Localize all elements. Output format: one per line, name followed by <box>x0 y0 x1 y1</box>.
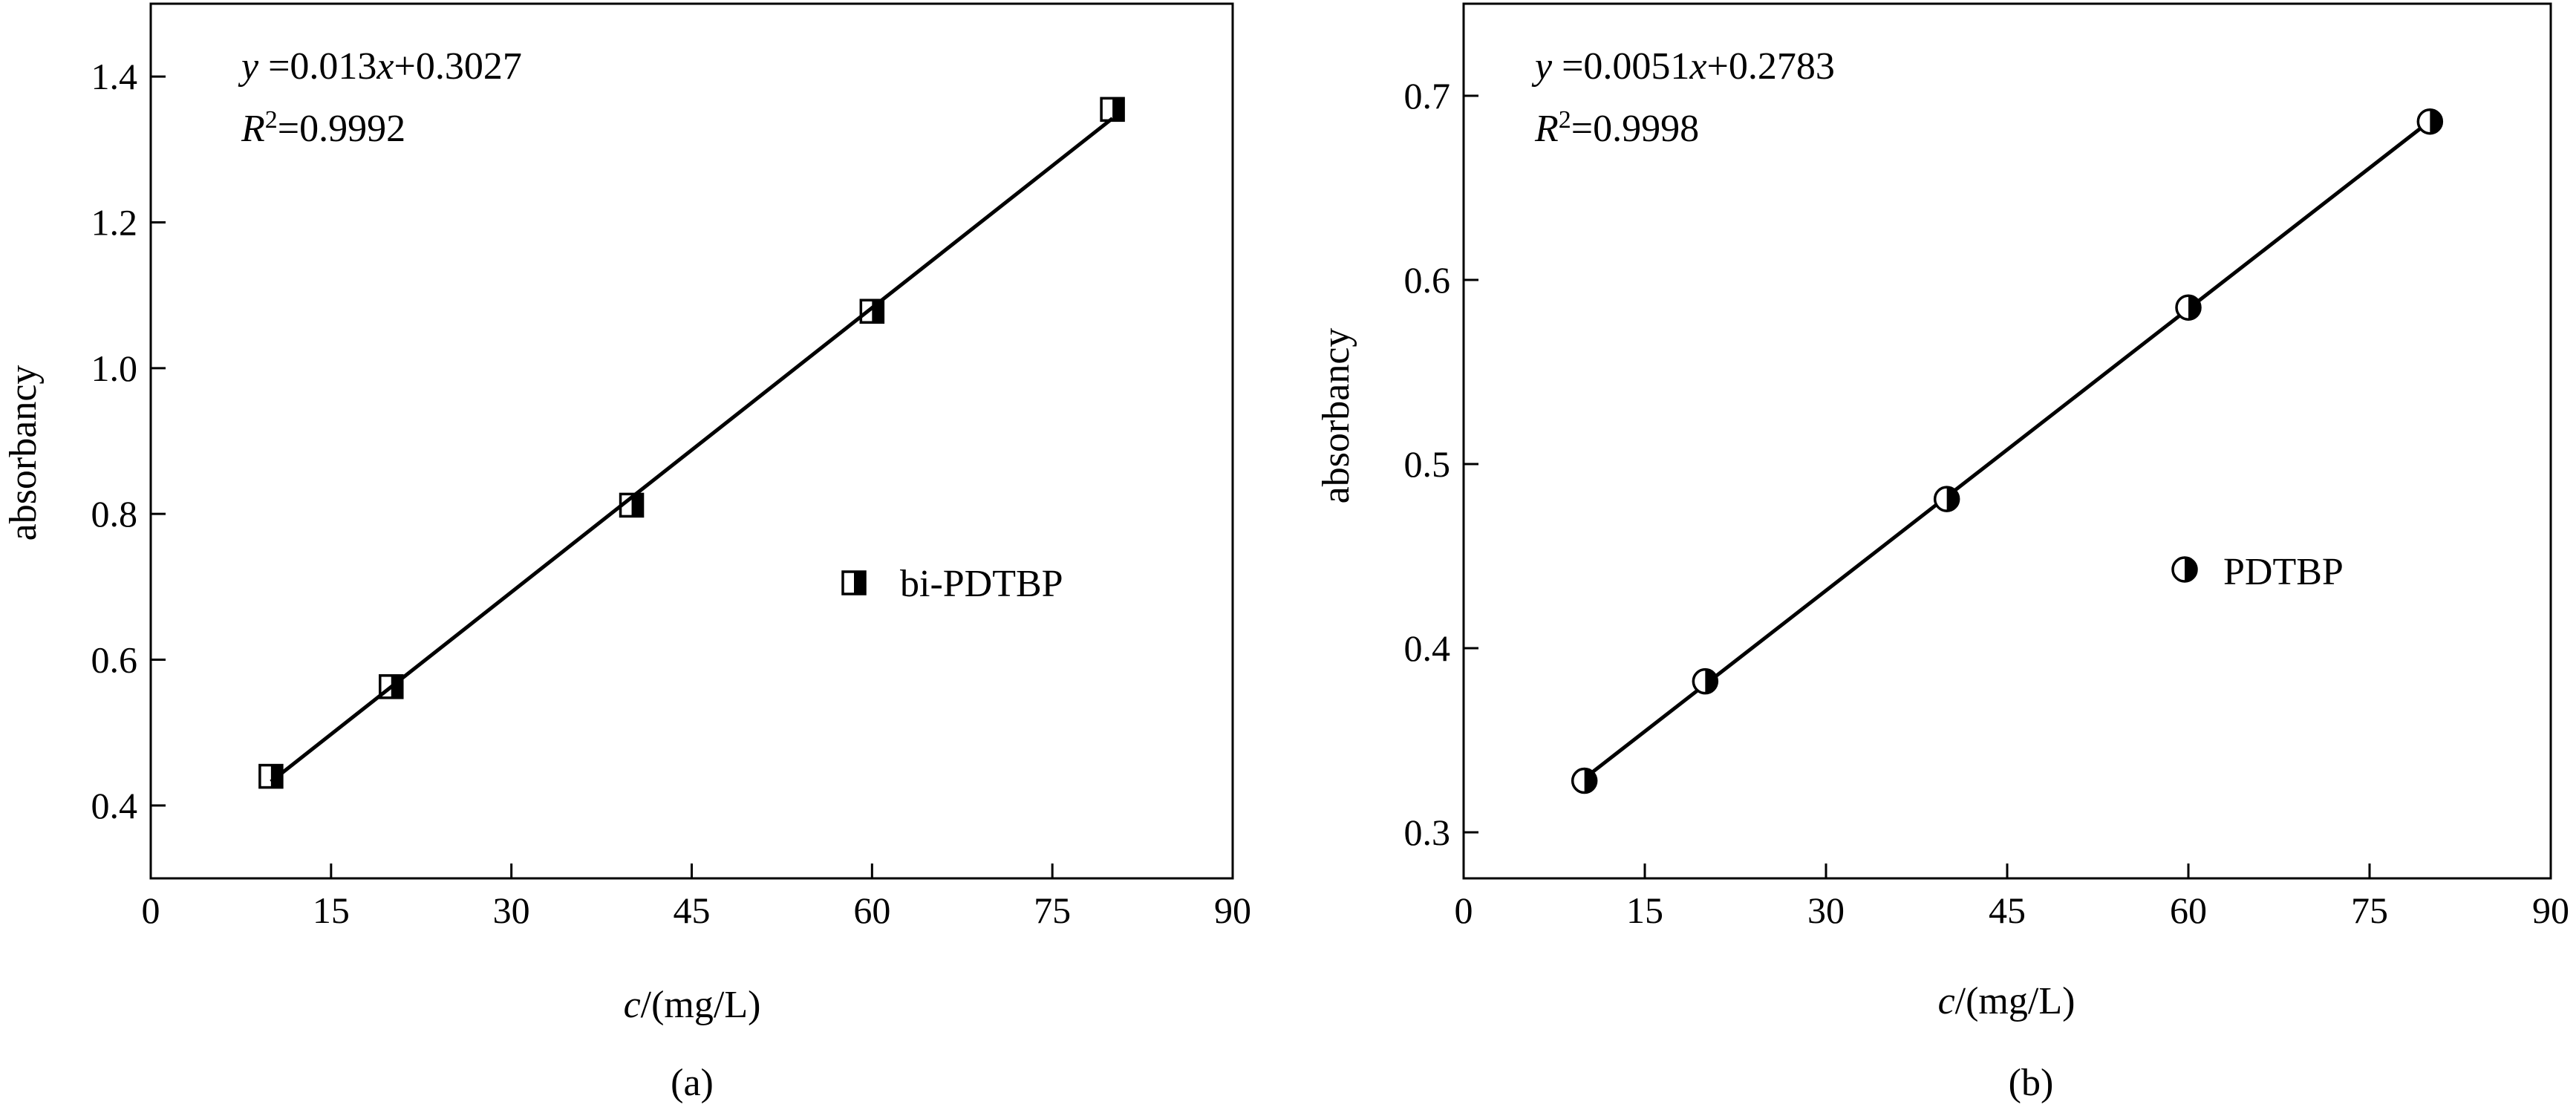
data-point <box>2416 108 2444 135</box>
y-tick-label: 1.4 <box>91 56 138 97</box>
fit-line-group <box>270 117 1114 783</box>
y-tick-label: 0.3 <box>1404 812 1451 853</box>
legend-label: PDTBP <box>2223 551 2344 593</box>
legend: bi-PDTBP <box>841 563 1063 605</box>
y-tick-label: 1.2 <box>91 202 138 244</box>
eq-intercept: +0.3027 <box>394 45 522 88</box>
r2-superscript: 2 <box>265 106 278 134</box>
x-axis-label-var: c <box>1938 980 1955 1022</box>
data-point <box>379 674 404 699</box>
x-tick-label: 60 <box>853 889 890 931</box>
data-points <box>258 97 1125 789</box>
y-tick-label: 0.4 <box>1404 627 1451 669</box>
legend: PDTBP <box>2171 551 2344 593</box>
legend-marker-shape <box>841 570 867 595</box>
panel-label: (a) <box>671 1062 714 1104</box>
y-tick-label: 0.5 <box>1404 443 1451 485</box>
x-axis-label: c/(mg/L) <box>624 984 761 1026</box>
data-points <box>1571 108 2444 794</box>
legend-label: bi-PDTBP <box>900 563 1063 605</box>
data-point <box>1100 97 1125 123</box>
x-tick-label: 15 <box>1626 889 1663 931</box>
fit-line <box>1583 120 2431 780</box>
eq-y-var: y <box>1531 45 1553 88</box>
x-tick-label: 60 <box>2170 889 2207 931</box>
y-tick-label: 0.7 <box>1404 75 1451 117</box>
legend-marker-circle <box>2171 556 2198 583</box>
x-axis-label-var: c <box>624 984 641 1026</box>
panel-label: (b) <box>2009 1062 2054 1104</box>
fit-equation: y =0.013x+0.3027 <box>238 45 522 88</box>
x-tick-label: 30 <box>493 889 530 931</box>
x-tick-label: 90 <box>1214 889 1251 931</box>
x-tick-label: 75 <box>2351 889 2388 931</box>
y-tick-label: 0.6 <box>1404 259 1451 301</box>
x-axis-ticks: 0 15 30 45 60 75 90 <box>1455 863 2569 931</box>
x-tick-label: 15 <box>313 889 350 931</box>
legend-marker-shape <box>2171 556 2198 583</box>
x-tick-label: 75 <box>1034 889 1071 931</box>
y-axis-ticks: 0.4 0.6 0.8 1.0 1.2 1.4 <box>91 56 166 826</box>
data-point <box>1933 486 1960 512</box>
y-tick-label: 0.8 <box>91 493 138 535</box>
y-tick-label: 0.6 <box>91 639 138 681</box>
fit-line <box>270 117 1114 783</box>
eq-x-var: x <box>1689 45 1706 88</box>
y-axis-label: absorbancy <box>2 365 45 541</box>
eq-x-var: x <box>376 45 394 88</box>
r2-value: =0.9998 <box>1571 108 1699 150</box>
data-point <box>2175 294 2202 321</box>
r2-symbol: R <box>1534 108 1559 150</box>
data-point <box>1571 767 1598 794</box>
data-point <box>1692 667 1719 695</box>
x-axis-label: c/(mg/L) <box>1938 980 2076 1022</box>
fit-equation: y =0.0051x+0.2783 <box>1531 45 1835 88</box>
chart-panel-a: 0 15 30 45 60 75 90 0.4 0.6 0.8 1.0 1.2 1.4 y =0.01… <box>2 2 1251 1104</box>
x-tick-label: 90 <box>2532 889 2569 931</box>
x-tick-label: 0 <box>142 889 160 931</box>
data-point <box>258 763 284 789</box>
fit-line-group <box>1583 120 2431 780</box>
x-tick-label: 0 <box>1455 889 1473 931</box>
data-point <box>859 298 885 324</box>
r-squared: R2=0.9992 <box>241 106 405 151</box>
r2-superscript: 2 <box>1559 106 1571 134</box>
eq-slope: =0.013 <box>258 45 376 88</box>
x-axis-ticks: 0 15 30 45 60 75 90 <box>142 863 1251 931</box>
y-axis-ticks: 0.3 0.4 0.5 0.6 0.7 <box>1404 75 1478 853</box>
y-axis-label: absorbancy <box>1315 328 1357 504</box>
eq-slope: =0.0051 <box>1552 45 1689 88</box>
x-tick-label: 45 <box>1989 889 2026 931</box>
eq-y-var: y <box>238 45 259 88</box>
y-tick-label: 1.0 <box>91 347 138 389</box>
chart-panel-b: 0 15 30 45 60 75 90 0.3 0.4 0.5 0.6 0.7 y =0.0051x… <box>1315 2 2569 1104</box>
legend-marker-square <box>841 570 867 595</box>
r-squared: R2=0.9998 <box>1534 106 1699 151</box>
r2-value: =0.9992 <box>278 108 405 150</box>
x-tick-label: 45 <box>674 889 711 931</box>
x-axis-label-unit: /(mg/L) <box>641 984 761 1026</box>
y-tick-label: 0.4 <box>91 785 138 826</box>
r2-symbol: R <box>241 108 265 150</box>
x-axis-label-unit: /(mg/L) <box>1955 980 2076 1022</box>
data-point <box>619 492 645 518</box>
x-tick-label: 30 <box>1807 889 1845 931</box>
eq-intercept: +0.2783 <box>1707 45 1835 88</box>
